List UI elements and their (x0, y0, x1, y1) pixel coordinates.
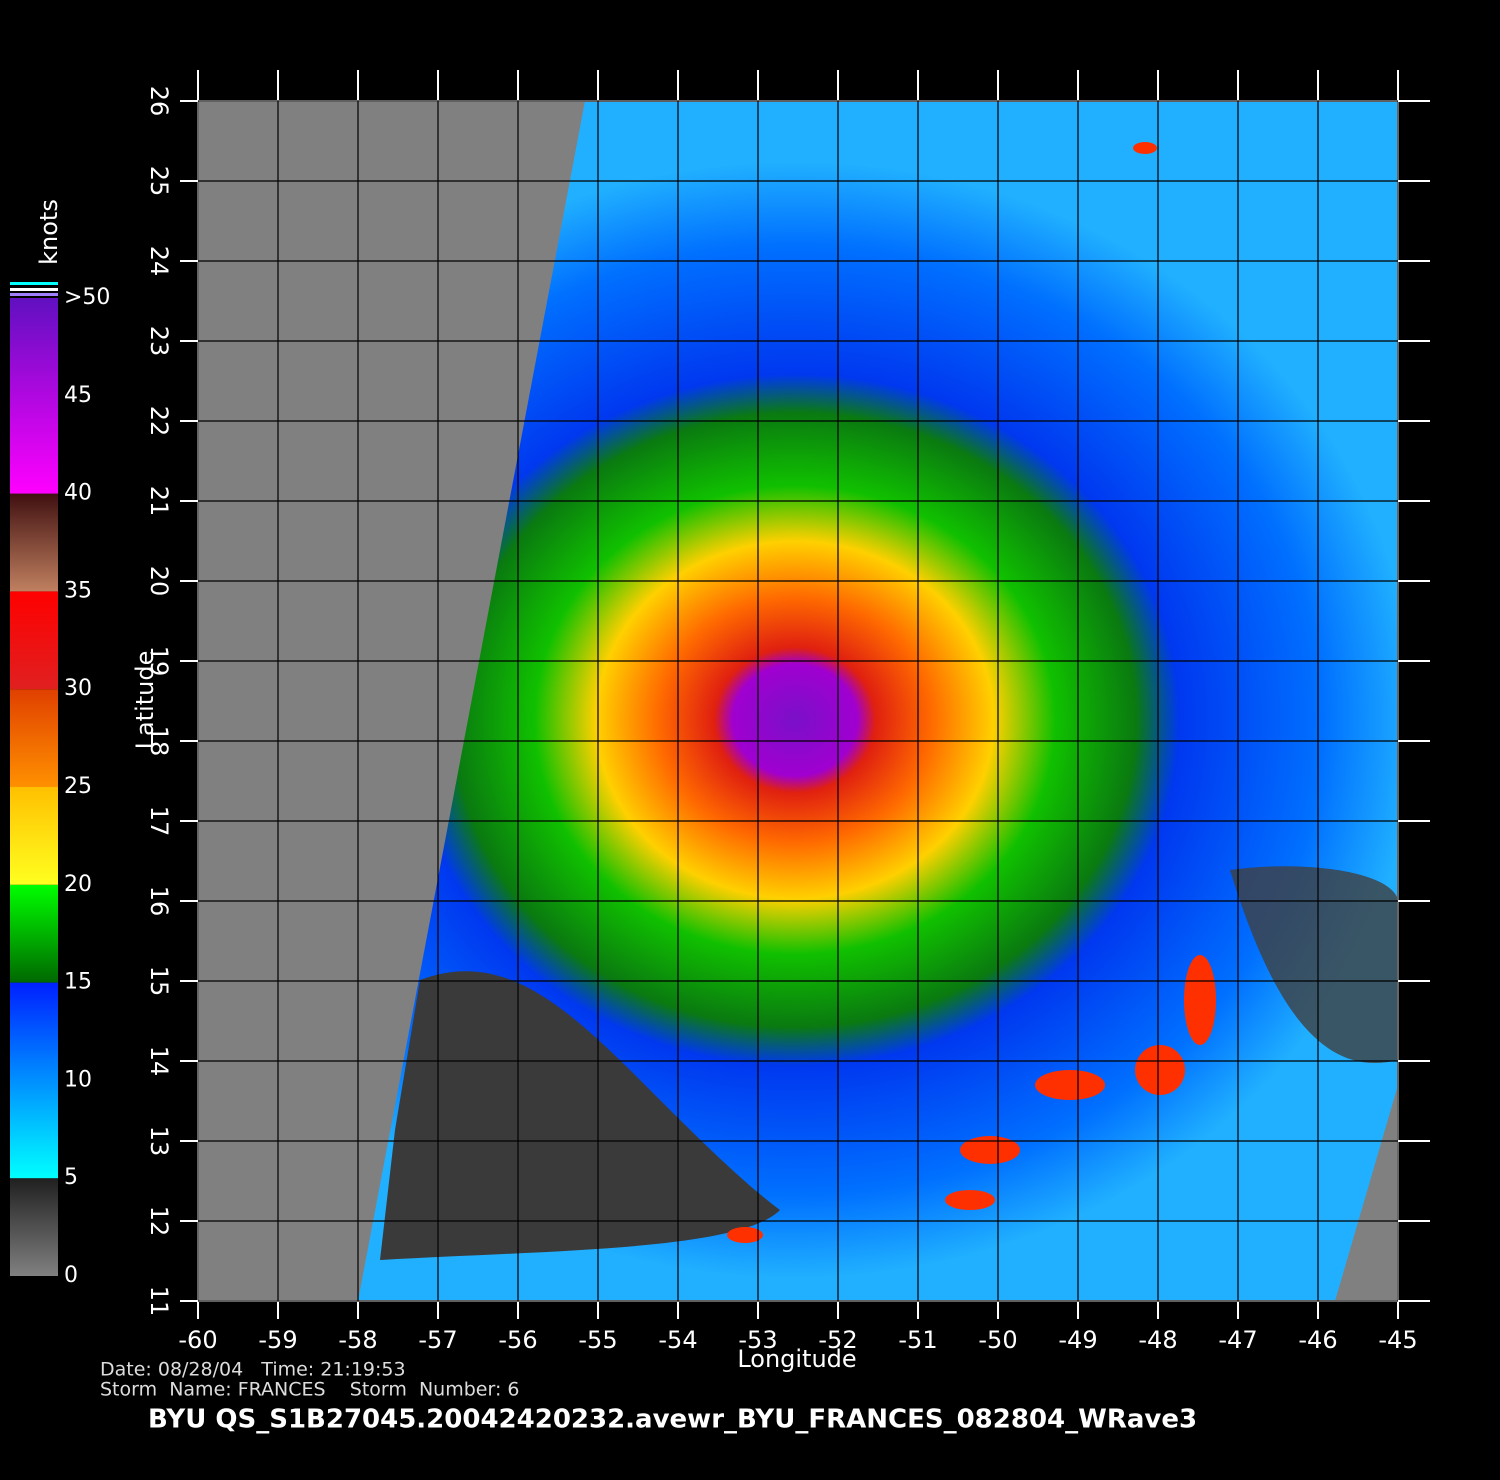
x-tick-label: -46 (1298, 1326, 1337, 1354)
colorbar-segment (10, 1178, 58, 1276)
colorbar-tick-label: 0 (64, 1263, 78, 1288)
calm-region (1230, 866, 1398, 1064)
y-axis-label: Latitude (131, 651, 159, 750)
y-tick-label: 13 (145, 1126, 173, 1157)
colorbar-tick-label: 10 (64, 1067, 92, 1092)
x-tick-label: -57 (418, 1326, 457, 1354)
y-tick-label: 14 (145, 1046, 173, 1077)
x-tick-label: -59 (258, 1326, 297, 1354)
product-title: BYU QS_S1B27045.20042420232.avewr_BYU_FR… (148, 1405, 1197, 1435)
colorbar-tick-label: 15 (64, 970, 92, 995)
x-axis-label: Longitude (737, 1345, 856, 1373)
colorbar-tick-label: 25 (64, 774, 92, 799)
colorbar-tick-label: 30 (64, 676, 92, 701)
colorbar-segment (10, 884, 58, 983)
y-tick-label: 24 (145, 246, 173, 277)
colorbar-segment (10, 591, 58, 690)
x-tick-label: -58 (338, 1326, 377, 1354)
x-tick-label: -48 (1138, 1326, 1177, 1354)
y-tick-label: 20 (145, 566, 173, 597)
colorbar-tick-label: 40 (64, 481, 92, 506)
x-tick-label: -60 (178, 1326, 217, 1354)
colorbar-cap (10, 282, 58, 285)
x-tick-label: -49 (1058, 1326, 1097, 1354)
x-tick-label: -50 (978, 1326, 1017, 1354)
y-tick-label: 18 (145, 726, 173, 757)
y-tick-label: 21 (145, 486, 173, 517)
colorbar-tick-label: 35 (64, 578, 92, 603)
swath (358, 101, 1398, 1301)
date-line: Date: 08/28/04 Time: 21:19:53 (100, 1359, 406, 1381)
x-tick-label: -45 (1378, 1326, 1417, 1354)
y-tick-label: 23 (145, 326, 173, 357)
colorbar-tick-label: 20 (64, 872, 92, 897)
storm-line: Storm Name: FRANCES Storm Number: 6 (100, 1379, 519, 1401)
x-tick-label: -52 (818, 1326, 857, 1354)
y-tick-label: 15 (145, 966, 173, 997)
x-tick-label: -54 (658, 1326, 697, 1354)
colorbar-title: knots (35, 199, 63, 265)
y-tick-label: 16 (145, 886, 173, 917)
wind-field (198, 101, 1398, 1301)
colorbar-segment (10, 493, 58, 592)
rain-cells (727, 142, 1216, 1243)
colorbar-tick-label: 5 (64, 1165, 78, 1190)
calm-region (380, 971, 780, 1260)
y-tick-label: 26 (145, 86, 173, 117)
y-tick-label: 25 (145, 166, 173, 197)
x-tick-label: -56 (498, 1326, 537, 1354)
x-tick-label: -55 (578, 1326, 617, 1354)
y-tick-label: 11 (145, 1286, 173, 1317)
y-tick-label: 12 (145, 1206, 173, 1237)
colorbar-cap (10, 293, 58, 296)
colorbar-tick-label: 45 (64, 383, 92, 408)
y-tick-label: 19 (145, 646, 173, 677)
colorbar-segment (10, 298, 58, 494)
x-tick-label: -53 (738, 1326, 777, 1354)
colorbar-segment (10, 689, 58, 787)
colorbar-segment (10, 787, 58, 885)
colorbar-tick-label: >50 (64, 285, 110, 310)
x-tick-label: -51 (898, 1326, 937, 1354)
y-tick-label: 17 (145, 806, 173, 837)
colorbar-cap (10, 288, 58, 291)
colorbar-segment (10, 982, 58, 1179)
y-tick-label: 22 (145, 406, 173, 437)
x-tick-label: -47 (1218, 1326, 1257, 1354)
